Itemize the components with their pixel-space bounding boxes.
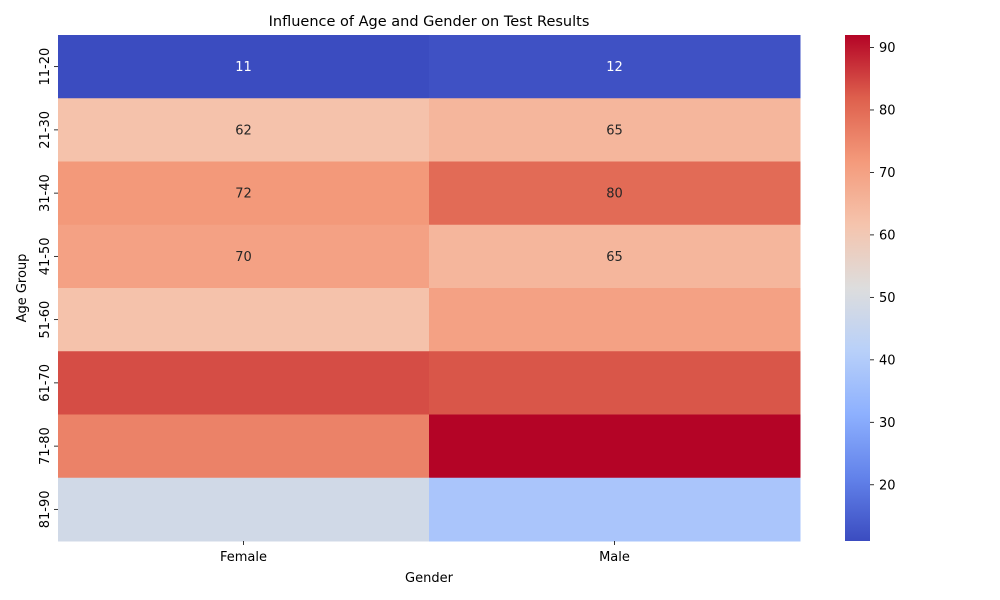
y-tick-label: 71-80 bbox=[38, 427, 53, 465]
cell-annotation: 80 bbox=[606, 187, 623, 202]
heatmap-cell bbox=[58, 288, 430, 352]
cell-annotation: 62 bbox=[235, 123, 252, 138]
colorbar-tick-label: 90 bbox=[879, 41, 896, 56]
y-axis: 11-20 21-30 31-40 41-50 51-60 61-70 71-80 81-90 bbox=[38, 48, 58, 528]
colorbar-tick-label: 40 bbox=[879, 353, 896, 368]
x-tick-label: Female bbox=[220, 550, 267, 565]
cell-annotation: 12 bbox=[606, 60, 623, 75]
y-tick-label: 61-70 bbox=[38, 364, 53, 402]
heatmap-cell bbox=[58, 224, 430, 289]
heatmap-cell bbox=[58, 35, 430, 99]
cell-annotations: 11 12 62 65 72 80 70 65 bbox=[235, 60, 623, 265]
heatmap-cell bbox=[58, 351, 430, 415]
y-tick-label: 81-90 bbox=[38, 490, 53, 528]
colorbar-tick-label: 50 bbox=[879, 291, 896, 306]
chart-title: Influence of Age and Gender on Test Resu… bbox=[269, 14, 590, 30]
cell-annotation: 65 bbox=[606, 123, 623, 138]
heatmap-cell bbox=[429, 477, 801, 542]
colorbar-tick-label: 60 bbox=[879, 228, 896, 243]
heatmap-cell bbox=[58, 161, 430, 226]
cell-annotation: 11 bbox=[235, 60, 252, 75]
heatmap-cell bbox=[429, 414, 801, 479]
cell-annotation: 70 bbox=[235, 250, 252, 265]
colorbar-tick-label: 80 bbox=[879, 103, 896, 118]
heatmap-cell bbox=[58, 98, 430, 162]
y-tick-label: 31-40 bbox=[38, 174, 53, 212]
x-axis: Female Male bbox=[220, 541, 630, 565]
cell-annotation: 72 bbox=[235, 187, 252, 202]
colorbar bbox=[845, 35, 870, 541]
x-tick-label: Male bbox=[599, 550, 630, 565]
heatmap-cell bbox=[429, 351, 801, 415]
y-tick-label: 21-30 bbox=[38, 111, 53, 149]
colorbar-tick-label: 20 bbox=[879, 478, 896, 493]
heatmap-cell bbox=[429, 161, 801, 226]
y-axis-label: Age Group bbox=[15, 254, 30, 323]
heatmap-cell bbox=[429, 288, 801, 352]
heatmap-cell bbox=[429, 35, 801, 99]
colorbar-tick-label: 30 bbox=[879, 416, 896, 431]
colorbar-ticks: 20 30 40 50 60 70 80 90 bbox=[870, 41, 896, 493]
heatmap-cell bbox=[429, 224, 801, 289]
heatmap-cell bbox=[58, 477, 430, 542]
heatmap-cells bbox=[58, 35, 801, 542]
y-tick-label: 41-50 bbox=[38, 237, 53, 275]
x-axis-label: Gender bbox=[405, 571, 454, 586]
cell-annotation: 65 bbox=[606, 250, 623, 265]
heatmap-cell bbox=[58, 414, 430, 479]
y-tick-label: 11-20 bbox=[38, 48, 53, 86]
heatmap-cell bbox=[429, 98, 801, 162]
colorbar-tick-label: 70 bbox=[879, 166, 896, 181]
y-tick-label: 51-60 bbox=[38, 301, 53, 339]
